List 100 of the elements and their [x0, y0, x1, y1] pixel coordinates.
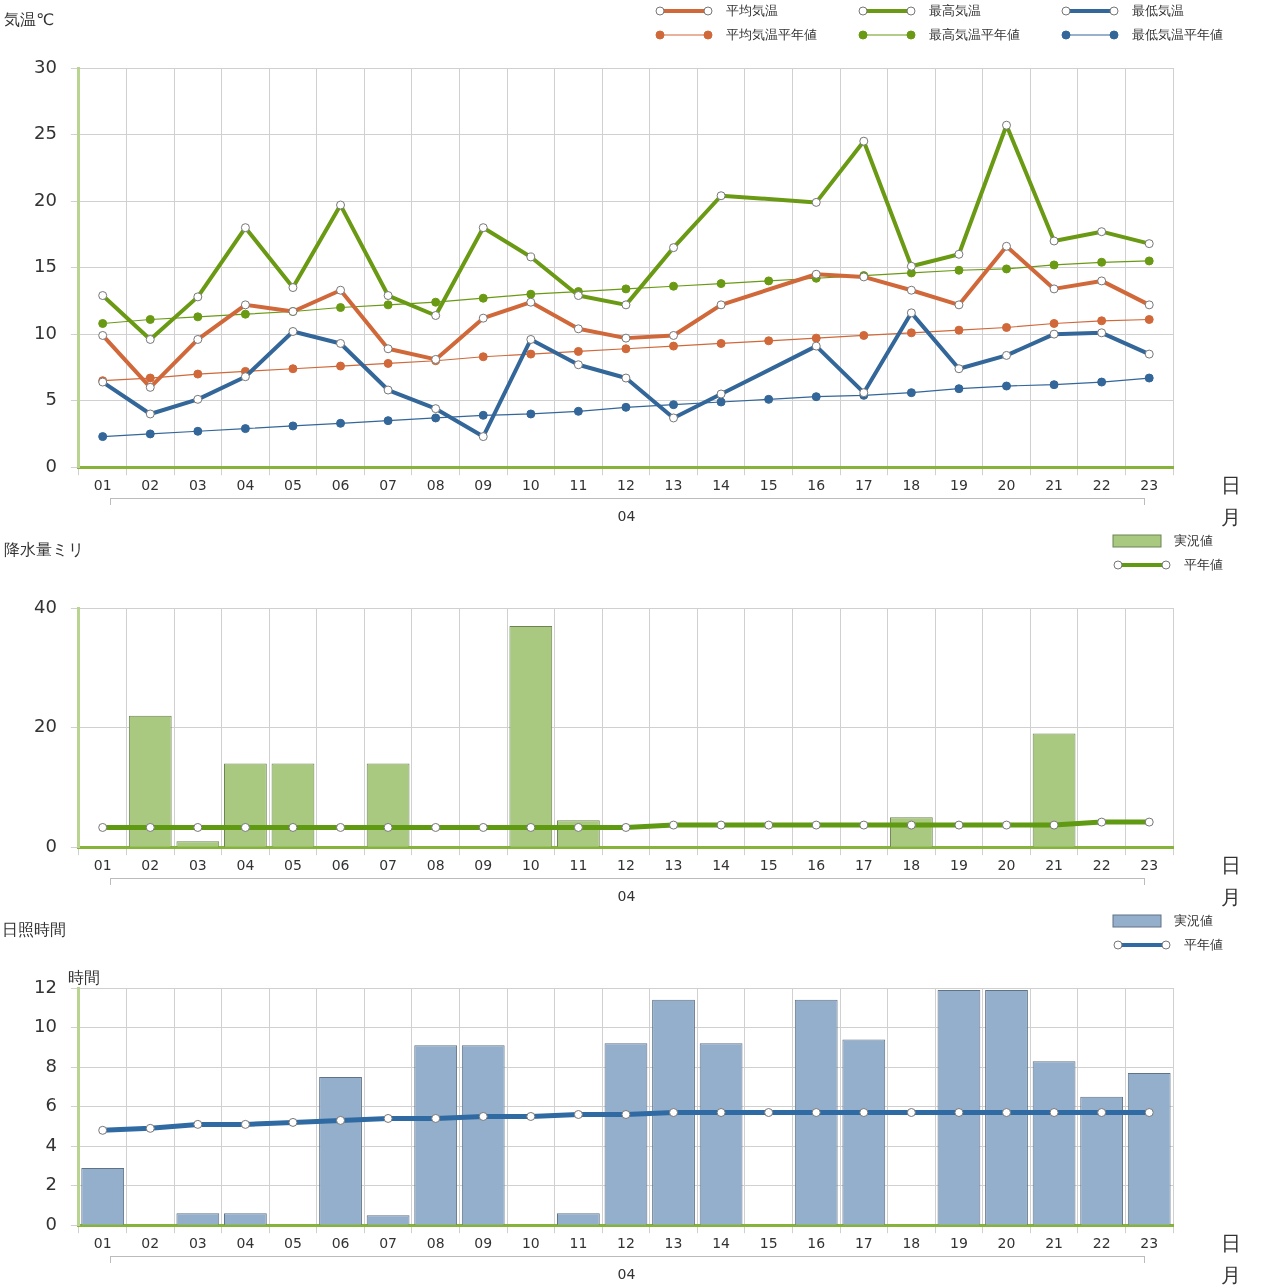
y-tick-label: 15	[34, 255, 57, 277]
y-tick-label: 2	[45, 1173, 57, 1195]
x-tick-label: 06	[331, 857, 350, 874]
x-tick-label: 22	[1092, 1235, 1111, 1252]
x-axis-title: 日	[1221, 852, 1241, 879]
x-tick-label: 14	[712, 1235, 731, 1252]
x-tick-label: 01	[93, 477, 112, 494]
legend-label: 実況値	[1174, 912, 1213, 930]
y-tick-label: 25	[34, 122, 57, 144]
x-tick-label: 07	[379, 477, 398, 494]
x-tick-label: 09	[474, 857, 493, 874]
legend-label: 最高気温平年値	[929, 26, 1020, 44]
x-tick-label: 11	[569, 857, 588, 874]
legend-label: 最低気温	[1132, 2, 1184, 20]
x-tick-label: 06	[331, 1235, 350, 1252]
x-tick-label: 16	[807, 857, 826, 874]
x-tick-label: 13	[664, 1235, 683, 1252]
y-tick-label: 0	[45, 454, 57, 476]
x-tick-label: 07	[379, 1235, 398, 1252]
text: 月	[1221, 504, 1241, 531]
y-axis-title: 時間	[68, 968, 100, 989]
x-tick-label: 03	[188, 477, 207, 494]
y-tick-label: 10	[34, 321, 57, 343]
x-tick-label: 05	[284, 1235, 302, 1252]
x-tick-label: 22	[1092, 477, 1111, 494]
y-tick-label: 10	[34, 1015, 57, 1037]
y-axis-title: 降水量ミリ	[4, 540, 84, 561]
y-tick-label: 20	[34, 715, 57, 737]
x-tick-label: 17	[854, 477, 873, 494]
x-tick-label: 23	[1140, 857, 1159, 874]
x-tick-label: 01	[93, 1235, 112, 1252]
x-tick-label: 13	[664, 477, 683, 494]
x-tick-label: 15	[759, 477, 778, 494]
x-tick-label: 18	[902, 477, 921, 494]
x-tick-label: 16	[807, 1235, 826, 1252]
x-tick-label: 15	[759, 1235, 778, 1252]
legend-label: 平均気温平年値	[726, 26, 817, 44]
x-tick-label: 05	[284, 857, 302, 874]
y-axis-title: 気温℃	[4, 10, 54, 31]
x-tick-label: 07	[379, 857, 398, 874]
x-tick-label: 13	[664, 857, 683, 874]
text: 04	[616, 888, 637, 904]
y-tick-label: 12	[34, 975, 57, 997]
legend-label: 最高気温	[929, 2, 981, 20]
legend-label: 平年値	[1184, 936, 1223, 954]
x-tick-label: 01	[93, 857, 112, 874]
x-tick-label: 08	[426, 857, 445, 874]
y-tick-label: 20	[34, 188, 57, 210]
x-tick-label: 15	[759, 857, 778, 874]
y-tick-label: 4	[45, 1133, 57, 1155]
x-tick-label: 19	[950, 1235, 968, 1252]
x-tick-label: 08	[426, 477, 445, 494]
x-tick-label: 09	[474, 1235, 493, 1252]
text: 月	[1221, 884, 1241, 911]
x-tick-label: 21	[1045, 477, 1063, 494]
x-tick-label: 08	[426, 1235, 445, 1252]
legend-label: 最低気温平年値	[1132, 26, 1223, 44]
x-tick-label: 17	[854, 1235, 873, 1252]
x-tick-label: 11	[569, 477, 588, 494]
x-tick-label: 05	[284, 477, 302, 494]
x-tick-label: 03	[188, 1235, 207, 1252]
x-tick-label: 02	[141, 477, 160, 494]
x-tick-label: 14	[712, 857, 731, 874]
x-tick-label: 12	[617, 477, 635, 494]
text: 04	[616, 1266, 637, 1282]
y-tick-label: 5	[45, 388, 57, 410]
x-tick-label: 10	[521, 857, 540, 874]
x-tick-label: 23	[1140, 1235, 1159, 1252]
y-tick-label: 30	[34, 55, 57, 77]
x-tick-label: 23	[1140, 477, 1159, 494]
x-tick-label: 12	[617, 1235, 635, 1252]
y-tick-label: 0	[45, 1212, 57, 1234]
x-tick-label: 19	[950, 857, 968, 874]
legend-label: 実況値	[1174, 532, 1213, 550]
text: 月	[1221, 1262, 1241, 1288]
x-tick-label: 22	[1092, 857, 1111, 874]
x-tick-label: 09	[474, 477, 493, 494]
x-tick-label: 16	[807, 477, 826, 494]
legend-label: 平均気温	[726, 2, 778, 20]
x-tick-label: 20	[997, 1235, 1016, 1252]
x-tick-label: 17	[854, 857, 873, 874]
x-tick-label: 02	[141, 857, 160, 874]
x-tick-label: 19	[950, 477, 968, 494]
x-tick-label: 02	[141, 1235, 160, 1252]
y-tick-label: 0	[45, 834, 57, 856]
x-tick-label: 11	[569, 1235, 588, 1252]
x-axis-title: 日	[1221, 472, 1241, 499]
x-tick-label: 21	[1045, 1235, 1063, 1252]
x-tick-label: 18	[902, 857, 921, 874]
text: 04	[616, 508, 637, 524]
x-tick-label: 14	[712, 477, 731, 494]
legend-label: 平年値	[1184, 556, 1223, 574]
x-axis-title: 日	[1221, 1230, 1241, 1257]
x-tick-label: 18	[902, 1235, 921, 1252]
y-tick-label: 40	[34, 595, 57, 617]
x-tick-label: 12	[617, 857, 635, 874]
x-tick-label: 04	[236, 1235, 255, 1252]
x-tick-label: 10	[521, 477, 540, 494]
x-tick-label: 21	[1045, 857, 1063, 874]
x-tick-label: 20	[997, 857, 1016, 874]
